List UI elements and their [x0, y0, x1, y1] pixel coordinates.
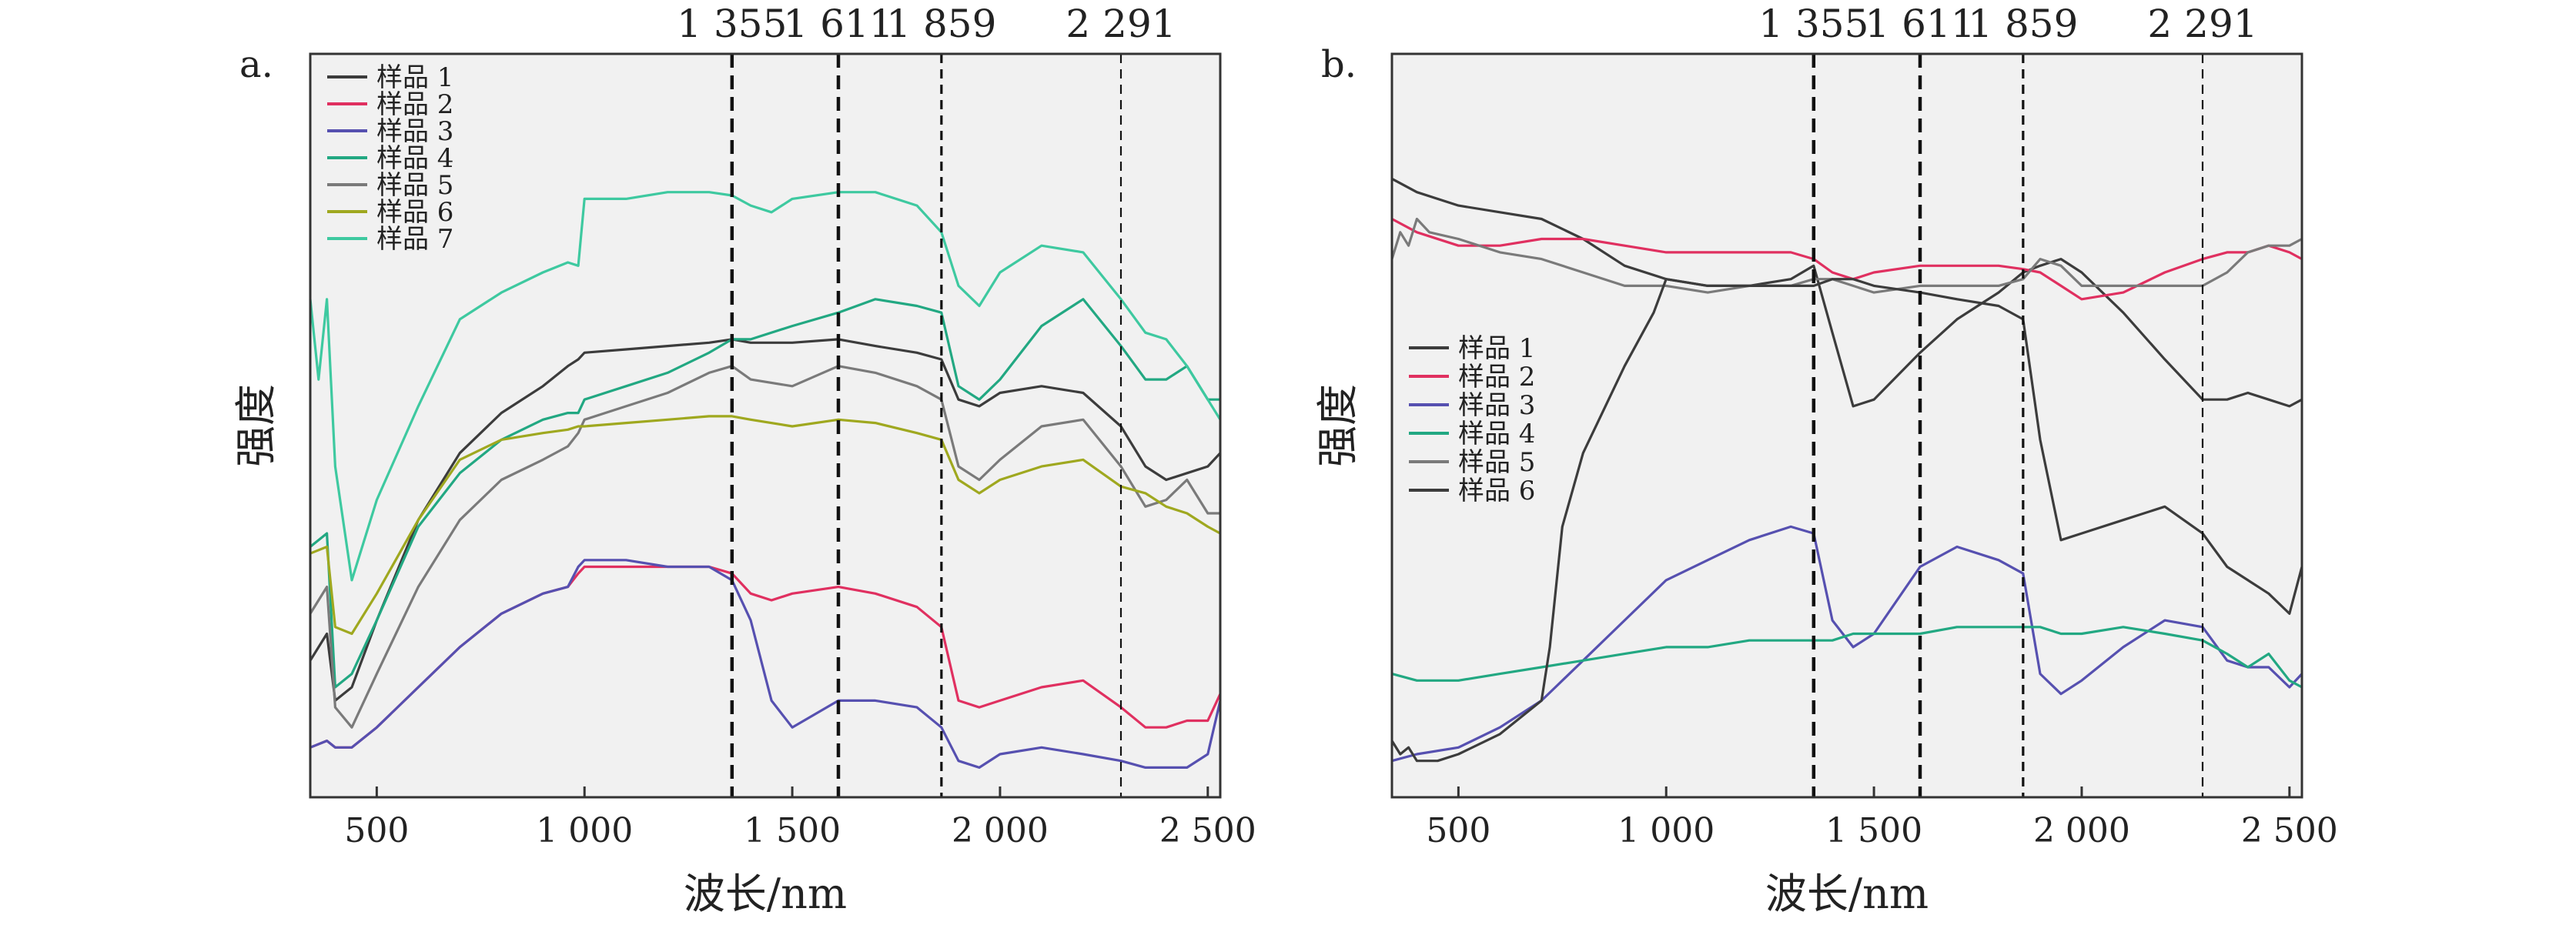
- legend-label-5: 样品 5: [1458, 447, 1535, 478]
- plot-area: [1392, 54, 2302, 797]
- x-tick-label: 1 500: [1825, 811, 1922, 850]
- legend-label-5: 样品 5: [376, 170, 453, 201]
- vline-label: 1 611: [1865, 2, 1975, 46]
- vline-label: 1 859: [886, 2, 996, 46]
- vline-label: 2 291: [1066, 2, 1176, 46]
- vline-label: 1 859: [1968, 2, 2078, 46]
- legend-label-3: 样品 3: [1458, 390, 1535, 421]
- legend-label-4: 样品 4: [376, 143, 453, 174]
- y-axis-title: 强度: [1313, 384, 1362, 467]
- legend-label-3: 样品 3: [376, 116, 453, 147]
- series-line-5: [1390, 217, 2303, 294]
- series-line-1: [309, 338, 1222, 702]
- series-line-5: [309, 365, 1220, 729]
- y-axis-title: 强度: [232, 384, 280, 467]
- plot-frame: [309, 52, 1222, 799]
- legend-label-2: 样品 2: [1458, 362, 1535, 392]
- series-line-4: [1391, 626, 2303, 689]
- legend-label-2: 样品 2: [376, 89, 453, 120]
- x-tick-label: 1 500: [744, 811, 841, 850]
- legend-label-6: 样品 6: [376, 197, 453, 228]
- vline-label: 2 291: [2147, 2, 2257, 46]
- legend: 样品 1样品 2样品 3样品 4样品 5样品 6样品 7: [327, 62, 453, 255]
- series-line-6: [1390, 278, 2303, 763]
- series-line-6: [309, 415, 1221, 636]
- legend-label-1: 样品 1: [1458, 333, 1535, 364]
- x-axis-title: 波长/nm: [1765, 870, 1929, 918]
- legend-label-1: 样品 1: [376, 62, 453, 93]
- legend-label-4: 样品 4: [1458, 419, 1535, 449]
- x-tick-label: 2 500: [2241, 811, 2338, 850]
- legend-label-6: 样品 6: [1458, 476, 1535, 506]
- x-tick-label: 1 000: [536, 811, 633, 850]
- series-line-3: [1391, 525, 2303, 763]
- legend-label-7: 样品 7: [376, 224, 453, 255]
- series-line-2: [1391, 218, 2303, 301]
- x-tick-label: 2 000: [2033, 811, 2130, 850]
- legend: 样品 1样品 2样品 3样品 4样品 5样品 6: [1409, 333, 1535, 506]
- plot-frame: [1390, 52, 2303, 799]
- series-line-3: [309, 559, 1222, 769]
- vline-label: 1 611: [783, 2, 893, 46]
- series-line-1: [1391, 177, 2303, 408]
- x-tick-label: 2 000: [952, 811, 1049, 850]
- x-axis-title: 波长/nm: [684, 870, 847, 918]
- vline-label: 1 355: [677, 2, 787, 46]
- vline-label: 1 355: [1758, 2, 1868, 46]
- x-tick-label: 1 000: [1618, 811, 1715, 850]
- panel-label: b.: [1321, 43, 1357, 86]
- x-tick-label: 2 500: [1159, 811, 1256, 850]
- panel-label: a.: [239, 43, 273, 86]
- series-line-4: [309, 298, 1220, 689]
- x-tick-label: 500: [1426, 811, 1490, 850]
- x-tick-label: 500: [344, 811, 409, 850]
- series-line-7: [309, 191, 1222, 582]
